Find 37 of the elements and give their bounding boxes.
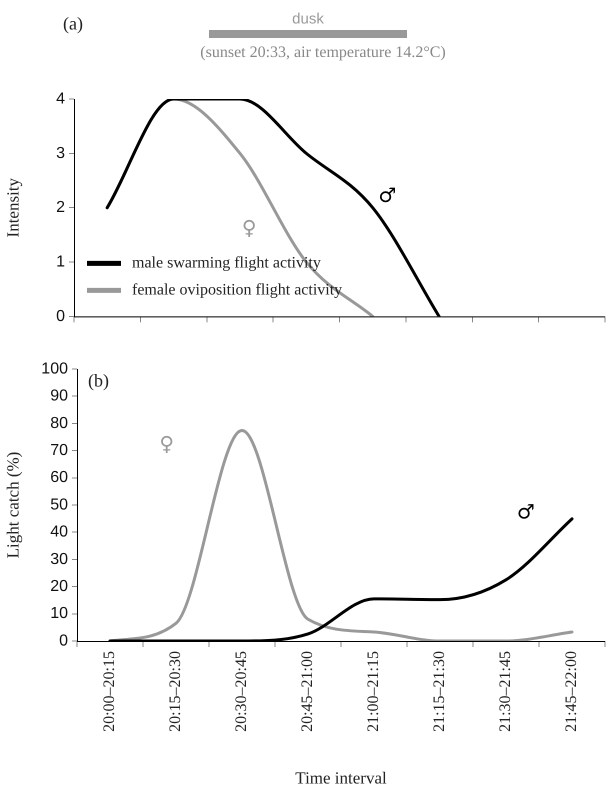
x-tick-label: 20:30–20:45 (233, 651, 250, 732)
x-tick-label: 20:00–20:15 (101, 651, 118, 732)
y-tick-label: 3 (56, 144, 66, 162)
y-tick-label: 90 (50, 388, 68, 405)
chart-subtitle: (sunset 20:33, air temperature 14.2°C) (200, 44, 446, 62)
x-tick-label: 20:15–20:30 (167, 651, 184, 732)
y-axis-title: Intensity (4, 177, 23, 238)
y-tick-label: 60 (50, 469, 68, 486)
y-tick-label: 30 (50, 550, 68, 568)
x-axis-title: Time interval (295, 768, 387, 788)
y-tick-label: 70 (50, 442, 68, 460)
x-tick-label: 21:45–22:00 (563, 651, 580, 732)
annotation: ♂ (516, 499, 535, 524)
chart-title: (a) (63, 14, 83, 34)
y-tick-label: 50 (50, 496, 68, 514)
chart-title: (b) (88, 370, 109, 391)
y-tick-label: 10 (50, 605, 68, 622)
x-tick-label: 21:00–21:15 (365, 651, 382, 732)
y-tick-label: 4 (56, 90, 66, 108)
annotation: ♀ (159, 431, 174, 456)
y-tick-label: 40 (50, 524, 68, 541)
text: dusk (292, 10, 324, 28)
legend-label: male swarming flight activity (132, 254, 321, 272)
x-tick-label: 21:30–21:45 (497, 651, 514, 732)
annotation: ♀ (242, 216, 257, 240)
y-tick-label: 2 (56, 199, 66, 216)
y-axis-title: Light catch (%) (4, 452, 23, 558)
annotation: ♂ (378, 183, 396, 208)
x-tick-label: 20:45–21:00 (299, 651, 316, 732)
y-tick-label: 0 (56, 308, 66, 325)
y-tick-label: 0 (59, 632, 68, 650)
y-tick-label: 20 (50, 578, 68, 596)
legend-label: female oviposition flight activity (132, 282, 342, 299)
x-tick-label: 21:15–21:30 (431, 651, 448, 732)
y-tick-label: 80 (50, 414, 68, 432)
y-tick-label: 100 (41, 360, 68, 378)
y-tick-label: 1 (56, 253, 66, 270)
